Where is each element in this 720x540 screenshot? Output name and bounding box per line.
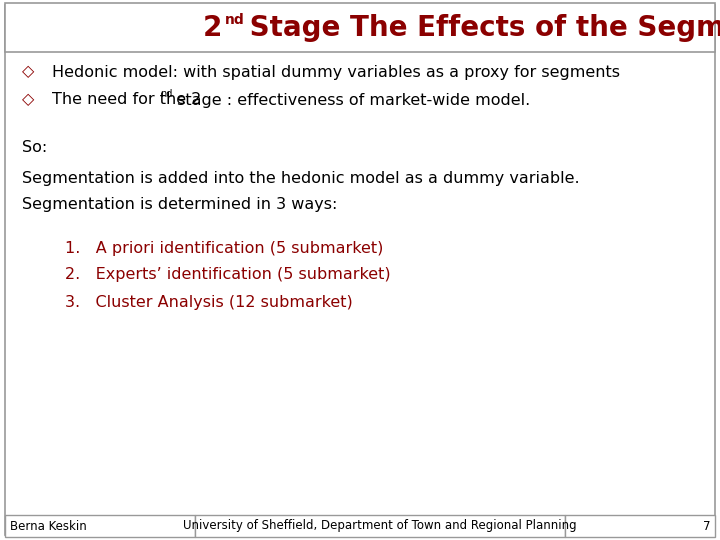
Text: Stage The Effects of the Segments: Stage The Effects of the Segments bbox=[240, 14, 720, 42]
Text: stage : effectiveness of market-wide model.: stage : effectiveness of market-wide mod… bbox=[172, 92, 530, 107]
Text: 7: 7 bbox=[703, 519, 710, 532]
Text: Hedonic model: with spatial dummy variables as a proxy for segments: Hedonic model: with spatial dummy variab… bbox=[52, 64, 620, 79]
Text: nd: nd bbox=[160, 89, 172, 99]
Text: 1.   A priori identification (5 submarket): 1. A priori identification (5 submarket) bbox=[65, 240, 383, 255]
Text: The need for the 2: The need for the 2 bbox=[52, 92, 202, 107]
Text: Segmentation is determined in 3 ways:: Segmentation is determined in 3 ways: bbox=[22, 198, 338, 213]
Text: ◇: ◇ bbox=[22, 92, 35, 107]
Text: 2: 2 bbox=[202, 14, 222, 42]
Text: 3.   Cluster Analysis (12 submarket): 3. Cluster Analysis (12 submarket) bbox=[65, 294, 353, 309]
Text: University of Sheffield, Department of Town and Regional Planning: University of Sheffield, Department of T… bbox=[183, 519, 577, 532]
Bar bbox=[5, 3, 715, 52]
Text: So:: So: bbox=[22, 140, 48, 156]
Text: 2.   Experts’ identification (5 submarket): 2. Experts’ identification (5 submarket) bbox=[65, 267, 391, 282]
Text: Segmentation is added into the hedonic model as a dummy variable.: Segmentation is added into the hedonic m… bbox=[22, 171, 580, 186]
Text: nd: nd bbox=[225, 13, 245, 27]
Bar bbox=[565, 515, 715, 537]
Bar bbox=[195, 515, 565, 537]
Bar bbox=[5, 515, 195, 537]
Text: Berna Keskin: Berna Keskin bbox=[10, 519, 86, 532]
Text: ◇: ◇ bbox=[22, 64, 35, 79]
